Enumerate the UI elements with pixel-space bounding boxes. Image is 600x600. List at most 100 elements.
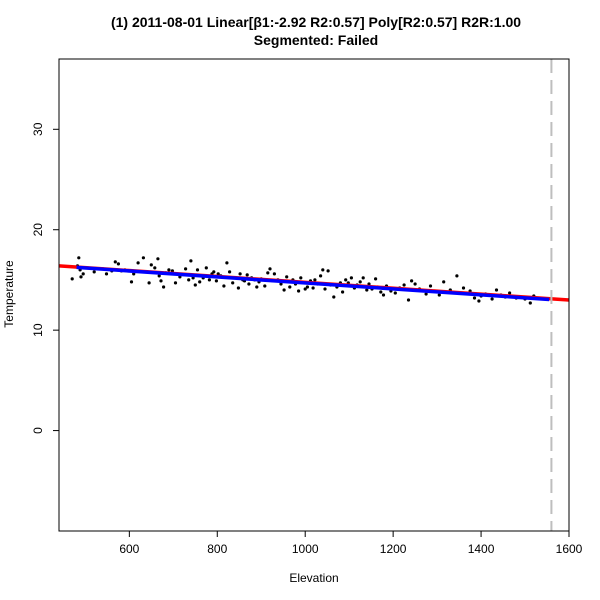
data-point xyxy=(358,280,362,284)
data-point xyxy=(216,272,220,276)
data-point xyxy=(272,272,276,276)
x-tick-label: 1400 xyxy=(468,542,495,556)
poly-fit-line xyxy=(76,265,550,302)
data-point xyxy=(162,285,166,289)
data-point xyxy=(184,267,188,271)
y-tick-label: 10 xyxy=(31,323,45,337)
plot-area xyxy=(59,59,569,531)
y-tick-label: 20 xyxy=(31,223,45,237)
data-point xyxy=(167,268,171,272)
data-point xyxy=(528,301,532,305)
data-point xyxy=(490,297,494,301)
data-point xyxy=(508,291,512,295)
data-point xyxy=(437,293,441,297)
data-point xyxy=(173,281,178,285)
data-point xyxy=(207,278,211,282)
data-point xyxy=(323,287,327,291)
data-point xyxy=(156,257,160,261)
data-point xyxy=(381,293,386,297)
data-point xyxy=(406,298,411,302)
y-tick-label: 30 xyxy=(31,122,45,136)
data-point xyxy=(222,284,226,288)
data-point xyxy=(393,291,397,295)
x-tick-label: 1200 xyxy=(380,542,407,556)
data-point xyxy=(472,296,477,300)
data-point xyxy=(149,263,153,267)
data-point xyxy=(455,274,459,278)
data-point xyxy=(225,261,229,265)
data-point xyxy=(228,270,232,274)
data-point xyxy=(285,275,289,279)
data-point xyxy=(187,278,191,282)
data-point xyxy=(92,270,96,274)
data-point xyxy=(153,266,157,270)
data-point xyxy=(413,282,417,286)
data-point xyxy=(113,260,117,264)
data-point xyxy=(136,261,140,265)
data-point xyxy=(424,292,428,296)
chart-title-line2: Segmented: Failed xyxy=(254,32,378,48)
data-point xyxy=(477,299,481,303)
data-point xyxy=(367,282,371,286)
data-point xyxy=(282,288,286,292)
data-point xyxy=(189,259,193,263)
data-point xyxy=(442,280,446,284)
data-point xyxy=(195,268,200,272)
data-point xyxy=(319,274,323,278)
data-point xyxy=(428,284,433,288)
data-point xyxy=(81,272,85,276)
data-point xyxy=(129,280,134,284)
y-axis-label: Temperature xyxy=(2,260,16,328)
data-point xyxy=(332,295,336,299)
data-point xyxy=(236,286,240,290)
data-point xyxy=(132,272,136,276)
data-point xyxy=(104,272,109,276)
x-tick-label: 800 xyxy=(207,542,227,556)
x-tick-label: 600 xyxy=(119,542,139,556)
data-point xyxy=(461,286,466,290)
data-point xyxy=(193,283,197,287)
x-tick-label: 1000 xyxy=(292,542,319,556)
data-point xyxy=(79,275,83,279)
data-point xyxy=(311,286,315,290)
data-point xyxy=(238,272,242,276)
data-point xyxy=(212,270,216,274)
data-point xyxy=(361,276,365,280)
data-point xyxy=(245,273,249,277)
data-point xyxy=(288,285,292,289)
data-point xyxy=(402,283,406,287)
data-point xyxy=(266,271,270,275)
data-point xyxy=(410,279,414,283)
data-point xyxy=(204,266,208,270)
data-point xyxy=(341,290,345,294)
data-point xyxy=(147,281,151,285)
plot-frame xyxy=(58,58,570,532)
data-point xyxy=(263,284,267,288)
data-point xyxy=(77,256,81,260)
data-point xyxy=(297,289,301,293)
data-point xyxy=(116,262,120,266)
axes-ticks: 600 800 1000 1200 1400 1600 0 10 20 30 xyxy=(31,122,583,556)
chart-title-line1: (1) 2011-08-01 Linear[β1:-2.92 R2:0.57] … xyxy=(111,14,521,30)
data-point xyxy=(299,276,303,280)
data-point xyxy=(374,277,378,281)
data-point xyxy=(305,285,309,289)
data-point xyxy=(494,288,499,292)
x-tick-label: 1600 xyxy=(556,542,583,556)
data-point xyxy=(214,279,218,283)
data-point xyxy=(349,276,353,280)
data-point xyxy=(379,290,383,294)
data-point xyxy=(141,256,145,260)
data-point xyxy=(303,287,307,291)
data-point xyxy=(247,282,251,286)
data-point xyxy=(313,278,317,282)
data-point xyxy=(231,281,235,285)
data-point xyxy=(70,277,74,281)
data-point xyxy=(321,268,325,272)
x-axis-label: Elevation xyxy=(289,571,338,585)
y-tick-label: 0 xyxy=(31,427,45,434)
data-point xyxy=(344,278,348,282)
data-point xyxy=(268,267,272,271)
data-point xyxy=(326,269,330,273)
